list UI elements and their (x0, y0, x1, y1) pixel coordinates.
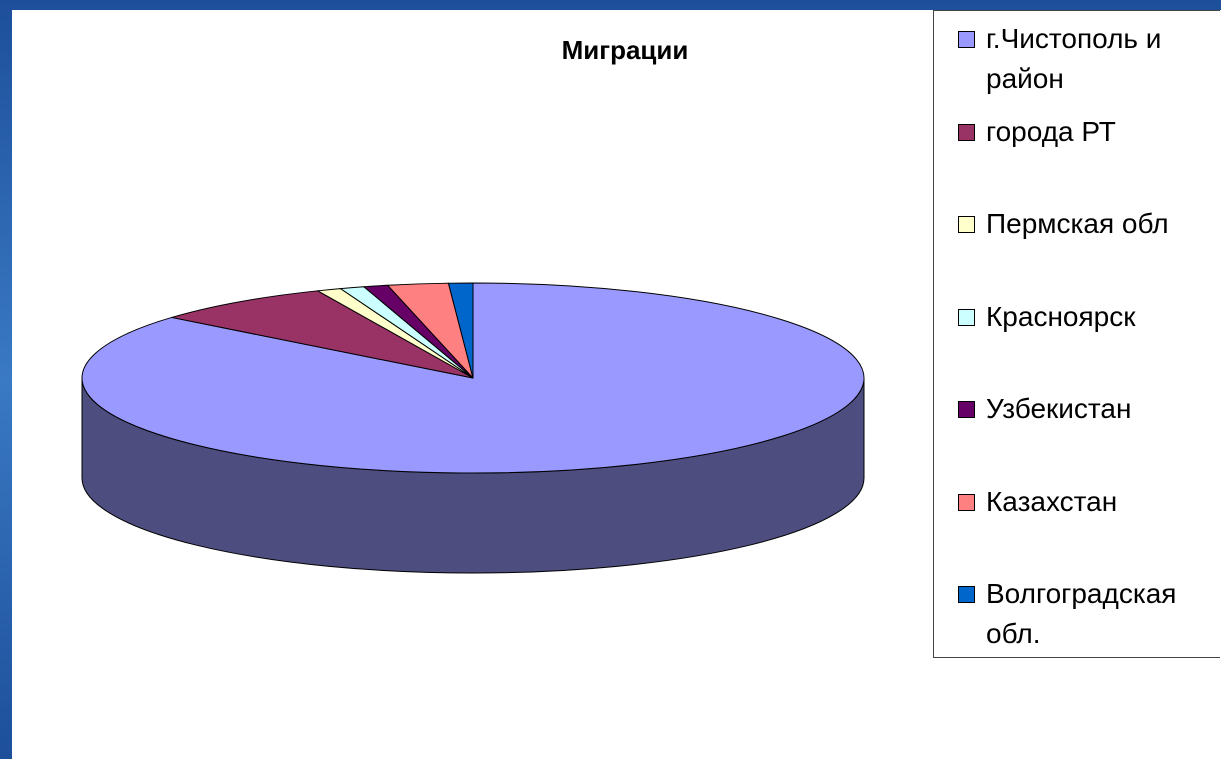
chart: Миграции (81, 35, 865, 574)
legend-swatch (958, 401, 975, 418)
slice (447, 282, 474, 379)
legend-label: Узбекистан (986, 393, 1132, 424)
legend-label: Красноярск (986, 300, 1136, 332)
legend-label: Казахстан (986, 485, 1118, 517)
legend-swatch (958, 493, 975, 511)
chart-title: Миграции (562, 35, 689, 65)
legend: г.Чистополь и район города РТ Пермская обл… (933, 10, 1220, 658)
legend-swatch (958, 308, 975, 326)
legend-label: г.Чистополь и район (986, 23, 1162, 94)
legend-swatch (958, 123, 975, 141)
legend-label: Пермская обл (986, 208, 1169, 239)
legend-swatch (958, 216, 975, 233)
legend-label: Волгоградская обл. (986, 578, 1177, 649)
slice (171, 290, 474, 379)
legend-swatch (958, 31, 975, 48)
legend-label: города РТ (986, 115, 1116, 147)
legend-swatch (958, 586, 975, 603)
